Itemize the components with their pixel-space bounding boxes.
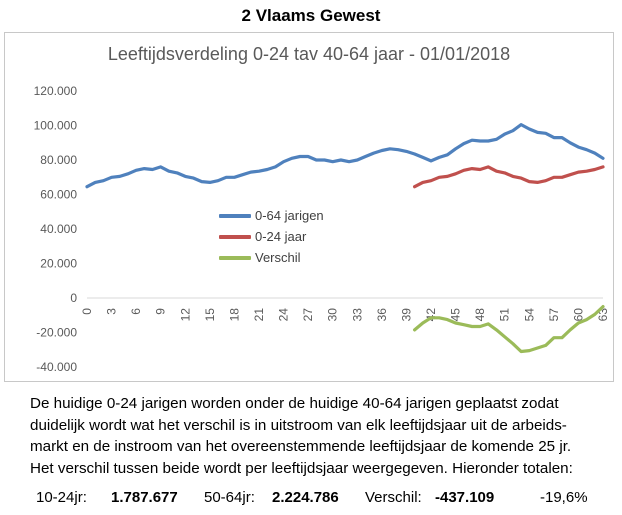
x-tick-label: 27 — [301, 308, 315, 322]
y-tick-label: 0 — [70, 291, 77, 305]
x-tick-label: 30 — [326, 308, 340, 322]
x-tick-label: 0 — [80, 308, 94, 315]
x-tick-label: 39 — [399, 308, 413, 322]
chart-container: Leeftijdsverdeling 0-24 tav 40-64 jaar -… — [4, 32, 614, 382]
x-tick-label: 51 — [498, 308, 512, 322]
x-tick-label: 60 — [571, 308, 585, 322]
x-tick-label: 48 — [473, 308, 487, 322]
series-line-0-64-jarigen — [85, 123, 605, 189]
totals-row: 10-24jr: 1.787.677 50-64jr: 2.224.786 Ve… — [0, 489, 622, 511]
totals-value-verschil: -437.109 — [435, 489, 495, 506]
x-tick-label: 24 — [277, 308, 291, 322]
x-tick-label: 15 — [203, 308, 217, 322]
totals-value-10-24: 1.787.677 — [111, 489, 178, 506]
legend-swatch-0-64 — [219, 213, 251, 218]
x-tick-label: 45 — [449, 308, 463, 322]
totals-percent: -19,6% — [540, 489, 588, 506]
series-line-0-24-jaar — [413, 165, 605, 189]
y-tick-label: 40.000 — [40, 222, 77, 236]
caption-line: duidelijk wordt wat het verschil is in u… — [30, 416, 567, 434]
legend-label-verschil: Verschil — [255, 250, 301, 265]
legend-item-verschil: Verschil — [219, 247, 324, 268]
series-line-verschil — [413, 305, 605, 354]
y-tick-label: 120.000 — [34, 84, 78, 98]
totals-label-verschil: Verschil: — [365, 489, 422, 506]
chart-legend: 0-64 jarigen 0-24 jaar Verschil — [219, 205, 324, 268]
y-tick-label: 80.000 — [40, 153, 77, 167]
legend-label-0-24: 0-24 jaar — [255, 229, 307, 244]
x-tick-label: 54 — [522, 308, 536, 322]
x-tick-label: 3 — [105, 308, 119, 315]
y-tick-label: -40.000 — [36, 360, 77, 374]
y-tick-label: 60.000 — [40, 188, 77, 202]
totals-label-50-64: 50-64jr: — [204, 489, 255, 506]
x-tick-label: 18 — [227, 308, 241, 322]
caption-line: Het verschil tussen beide wordt per leef… — [30, 459, 573, 477]
y-tick-label: -20.000 — [36, 326, 77, 340]
y-tick-label: 20.000 — [40, 257, 77, 271]
x-tick-label: 57 — [547, 308, 561, 322]
x-tick-label: 21 — [252, 308, 266, 322]
page-heading: 2 Vlaams Gewest — [241, 6, 381, 25]
caption-line: De huidige 0-24 jarigen worden onder de … — [30, 395, 559, 412]
x-tick-label: 36 — [375, 308, 389, 322]
legend-label-0-64: 0-64 jarigen — [255, 208, 324, 223]
x-tick-label: 33 — [350, 308, 364, 322]
y-tick-label: 100.000 — [34, 119, 78, 133]
legend-swatch-verschil — [219, 255, 251, 260]
legend-item-0-24: 0-24 jaar — [219, 226, 324, 247]
totals-label-10-24: 10-24jr: — [36, 489, 87, 506]
legend-item-0-64: 0-64 jarigen — [219, 205, 324, 226]
chart-title: Leeftijdsverdeling 0-24 tav 40-64 jaar -… — [107, 44, 511, 64]
caption-text: De huidige 0-24 jarigen worden onder de … — [30, 393, 622, 479]
line-chart: 120.000100.00080.00060.00040.00020.0000-… — [34, 84, 610, 374]
x-tick-label: 9 — [154, 308, 168, 315]
totals-value-50-64: 2.224.786 — [272, 489, 339, 506]
legend-swatch-0-24 — [219, 234, 251, 239]
x-tick-label: 12 — [178, 308, 192, 322]
x-tick-label: 6 — [129, 308, 143, 315]
caption-line: markt en de instroom van het overeenstem… — [30, 438, 572, 455]
